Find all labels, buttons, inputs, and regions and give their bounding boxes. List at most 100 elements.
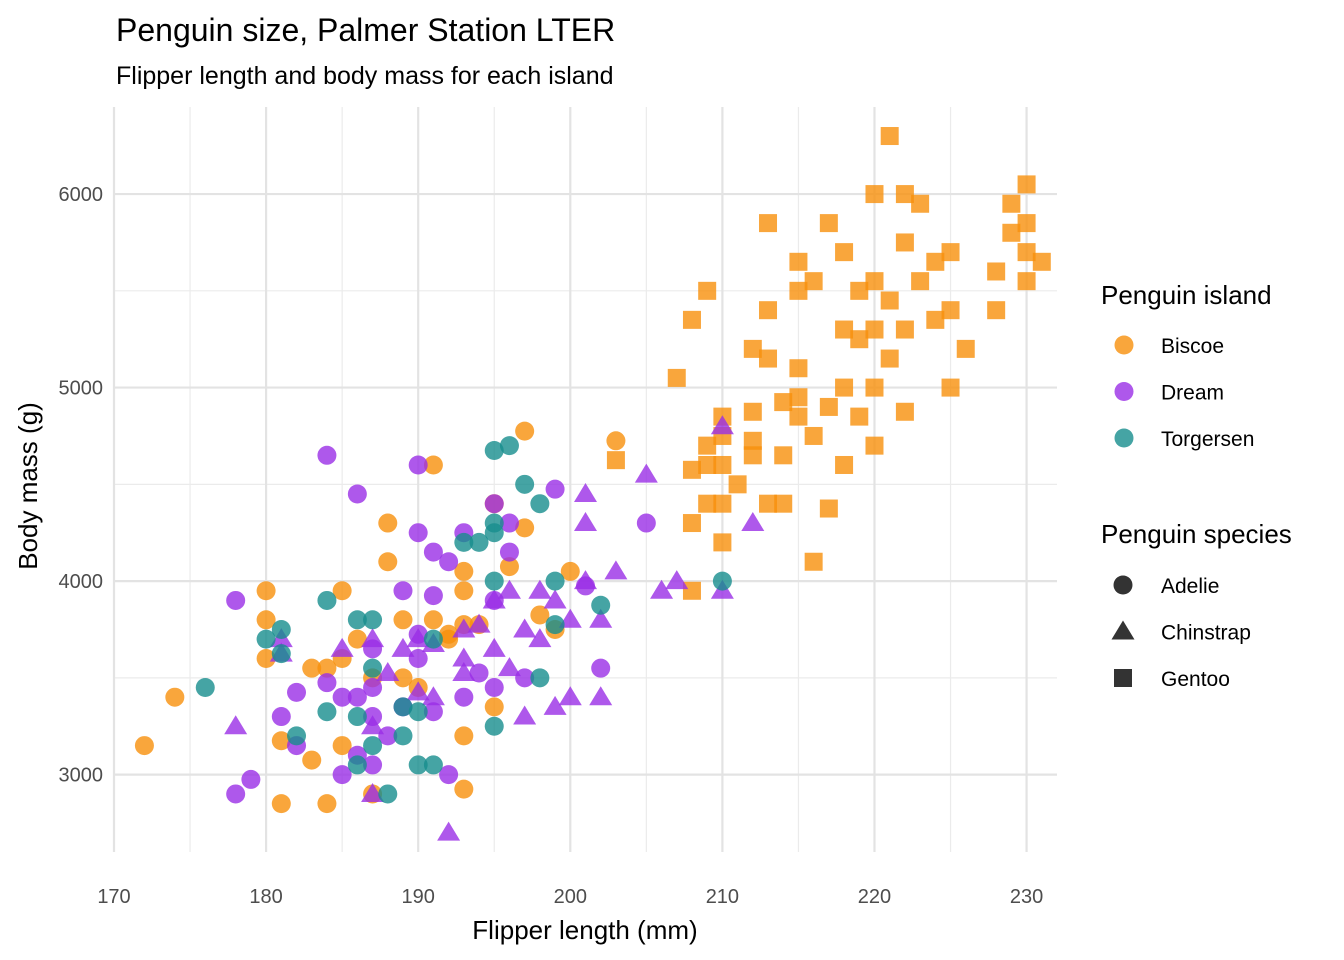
data-point-biscoe-gentoo [850,281,869,300]
data-point-biscoe-gentoo [774,393,793,412]
data-point-torgersen-adelie [378,784,398,804]
data-point-biscoe-gentoo [865,436,884,455]
data-point-dream-chinstrap [497,657,521,677]
data-point-torgersen-adelie [423,755,443,775]
x-tick-label: 200 [554,886,587,908]
data-point-biscoe-gentoo [835,320,854,339]
data-point-biscoe-gentoo [804,552,823,571]
legend-key-dream [1114,382,1134,401]
legend-label-chinstrap: Chinstrap [1161,622,1251,645]
legend-label-torgersen: Torgersen [1161,428,1254,451]
data-point-biscoe-gentoo [880,127,899,146]
data-point-torgersen-adelie [712,571,732,591]
data-point-biscoe-gentoo [1017,214,1036,233]
data-point-dream-chinstrap [665,570,689,590]
data-point-dream-adelie [591,658,611,678]
data-point-torgersen-adelie [408,755,428,775]
data-point-biscoe-adelie [271,731,291,751]
data-point-torgersen-adelie [454,532,474,552]
data-point-biscoe-gentoo [682,310,701,329]
color-legend-title: Penguin island [1101,280,1272,310]
data-point-biscoe-gentoo [713,455,732,474]
data-point-dream-adelie [363,755,383,775]
data-point-torgersen-adelie [271,619,291,639]
data-point-biscoe-gentoo [941,378,960,397]
legend-label-adelie: Adelie [1161,575,1219,598]
data-point-torgersen-adelie [484,523,504,543]
data-point-torgersen-adelie [423,629,443,649]
data-point-dream-chinstrap [604,560,628,580]
data-point-biscoe-adelie [347,629,367,649]
data-point-biscoe-gentoo [698,436,717,455]
data-point-dream-chinstrap [391,637,415,657]
axis-ticks: 170 180 190 200 210 220 230 3000 4000 5000 6000 [59,184,1044,908]
legend-key-biscoe [1114,335,1134,355]
data-point-dream-adelie [469,663,489,683]
chart-title: Penguin size, Palmer Station LTER [116,12,615,48]
data-point-dream-chinstrap [482,589,506,609]
data-point-biscoe-gentoo [804,426,823,445]
data-point-torgersen-adelie [484,716,504,736]
data-point-biscoe-adelie [454,779,474,799]
data-point-dream-adelie [378,726,398,746]
data-point-biscoe-gentoo [1032,252,1051,271]
x-tick-label: 190 [402,886,435,908]
data-point-dream-chinstrap [710,415,734,435]
data-point-biscoe-adelie [515,421,535,441]
data-point-torgersen-adelie [530,668,550,688]
y-tick-label: 4000 [59,571,104,593]
data-point-biscoe-adelie [256,610,276,630]
data-point-biscoe-adelie [499,557,519,577]
data-point-biscoe-gentoo [698,455,717,474]
data-point-biscoe-gentoo [804,272,823,291]
data-point-dream-chinstrap [589,686,613,706]
data-point-biscoe-gentoo [865,378,884,397]
data-point-dream-chinstrap [543,589,567,609]
data-point-torgersen-adelie [317,590,337,610]
data-point-dream-adelie [363,678,383,698]
data-point-biscoe-adelie [378,552,398,572]
data-point-dream-adelie [423,586,443,606]
x-tick-label: 210 [706,886,739,908]
data-point-biscoe-gentoo [759,349,778,368]
data-point-dream-chinstrap [741,512,765,532]
data-point-torgersen-adelie [317,702,337,722]
legend-label-dream: Dream [1161,382,1224,405]
data-point-biscoe-adelie [454,561,474,581]
data-point-biscoe-gentoo [1017,175,1036,194]
data-point-biscoe-gentoo [789,252,808,271]
data-point-biscoe-adelie [317,794,337,814]
data-point-dream-chinstrap [513,705,537,725]
data-point-biscoe-gentoo [835,243,854,262]
data-point-dream-adelie [439,765,459,785]
data-point-torgersen-adelie [408,702,428,722]
data-point-dream-chinstrap [497,579,521,599]
data-point-dream-chinstrap [650,579,674,599]
data-point-torgersen-adelie [591,595,611,615]
data-point-biscoe-gentoo [850,330,869,349]
shape-legend-items: Adelie Chinstrap Gentoo [1111,575,1251,691]
data-point-biscoe-adelie [134,736,154,756]
data-point-biscoe-gentoo [1017,243,1036,262]
chart-subtitle: Flipper length and body mass for each is… [116,62,614,90]
x-axis-title: Flipper length (mm) [472,915,697,945]
y-tick-label: 6000 [59,184,104,206]
data-point-dream-chinstrap [361,628,385,648]
data-point-biscoe-gentoo [789,281,808,300]
data-point-biscoe-gentoo [713,533,732,552]
data-point-dream-chinstrap [452,647,476,667]
data-point-dream-chinstrap [361,782,385,802]
data-point-torgersen-adelie [256,629,276,649]
data-point-biscoe-gentoo [819,397,838,416]
data-point-biscoe-adelie [423,455,443,475]
data-point-biscoe-gentoo [911,272,930,291]
data-point-biscoe-gentoo [819,214,838,233]
data-point-torgersen-adelie [499,436,519,456]
data-point-biscoe-gentoo [743,446,762,465]
y-axis-title: Body mass (g) [13,402,43,570]
data-point-biscoe-gentoo [682,514,701,533]
data-point-dream-chinstrap [452,618,476,638]
grid-lines [112,107,1057,852]
data-point-torgersen-adelie [271,644,291,664]
data-point-dream-adelie [347,484,367,504]
